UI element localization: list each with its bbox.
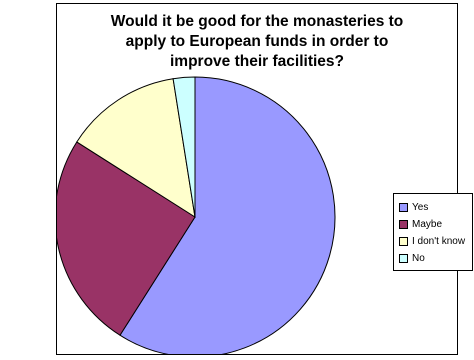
legend-swatch [399, 237, 408, 246]
legend-item: I don't know [399, 233, 472, 250]
pie-slice-maybe [57, 141, 196, 336]
legend-label: No [412, 253, 425, 264]
chart-area: Would it be good for the monasteries to … [56, 3, 473, 355]
legend-item: Maybe [399, 216, 472, 233]
legend-item: Yes [399, 199, 472, 216]
pie-slice-yes [119, 76, 336, 354]
pie-chart [57, 76, 336, 354]
legend-label: Yes [412, 202, 429, 213]
legend: Yes Maybe I don't know No [393, 193, 473, 271]
legend-swatch [399, 254, 408, 263]
chart-title: Would it be good for the monasteries to … [110, 13, 404, 70]
pie-slice-no [172, 76, 196, 218]
pie-slice-i-don-t-know [76, 78, 196, 219]
legend-swatch [399, 203, 408, 212]
legend-label: Maybe [412, 219, 443, 230]
legend-swatch [399, 220, 408, 229]
legend-label: I don't know [412, 236, 466, 247]
legend-item: No [399, 250, 472, 267]
